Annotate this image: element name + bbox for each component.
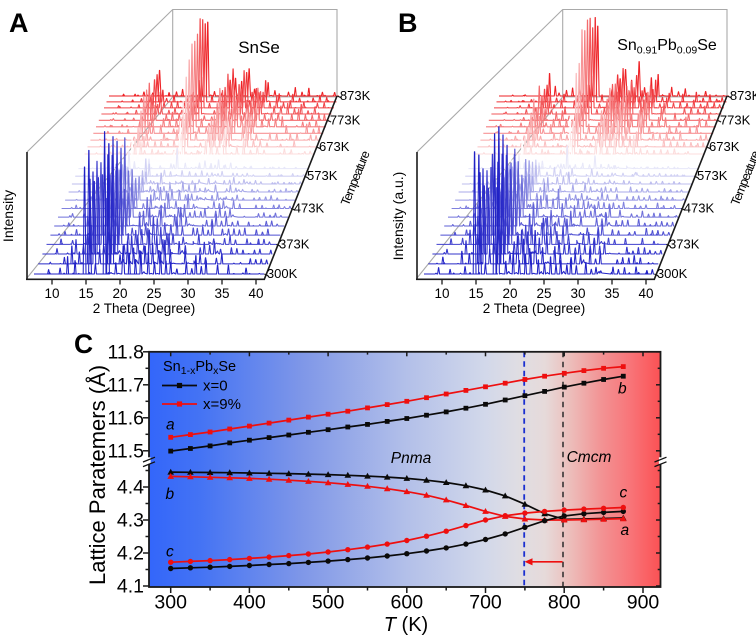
- svg-text:10: 10: [434, 286, 449, 301]
- svg-text:T (K): T (K): [384, 614, 428, 636]
- svg-text:x=9%: x=9%: [203, 396, 241, 413]
- svg-text:30: 30: [180, 286, 195, 301]
- svg-text:a: a: [621, 522, 630, 539]
- svg-text:11.7: 11.7: [107, 374, 144, 396]
- svg-text:Sn1-xPbxSe: Sn1-xPbxSe: [163, 359, 236, 377]
- svg-text:c: c: [620, 485, 628, 502]
- svg-text:30: 30: [570, 286, 585, 301]
- svg-text:700: 700: [469, 592, 502, 614]
- svg-text:Cmcm: Cmcm: [567, 449, 612, 466]
- svg-text:10: 10: [44, 286, 59, 301]
- svg-text:40: 40: [638, 286, 653, 301]
- svg-text:800: 800: [548, 592, 581, 614]
- svg-text:20: 20: [502, 286, 517, 301]
- svg-text:2 Theta (Degree): 2 Theta (Degree): [93, 301, 196, 316]
- svg-text:600: 600: [391, 592, 424, 614]
- svg-text:b: b: [618, 381, 627, 398]
- svg-text:473K: 473K: [684, 201, 715, 216]
- svg-text:Tempeature: Tempeature: [728, 149, 756, 208]
- svg-text:373K: 373K: [669, 236, 700, 251]
- svg-text:473K: 473K: [294, 201, 325, 216]
- svg-text:900: 900: [627, 592, 660, 614]
- svg-text:15: 15: [468, 286, 483, 301]
- svg-text:673K: 673K: [319, 139, 350, 154]
- svg-text:673K: 673K: [709, 139, 740, 154]
- svg-text:15: 15: [78, 286, 93, 301]
- svg-text:573K: 573K: [307, 168, 338, 183]
- svg-text:4.2: 4.2: [117, 543, 144, 565]
- svg-text:Pnma: Pnma: [391, 450, 432, 467]
- svg-text:Tempeature: Tempeature: [338, 149, 373, 208]
- svg-text:C: C: [74, 329, 93, 359]
- svg-text:25: 25: [536, 286, 551, 301]
- svg-text:B: B: [398, 8, 418, 38]
- svg-text:373K: 373K: [279, 236, 310, 251]
- svg-text:SnSe: SnSe: [238, 38, 280, 57]
- svg-text:4.3: 4.3: [117, 510, 144, 532]
- svg-text:11.6: 11.6: [107, 407, 144, 429]
- svg-text:35: 35: [214, 286, 229, 301]
- svg-text:4.4: 4.4: [117, 477, 144, 499]
- svg-text:11.8: 11.8: [107, 341, 144, 363]
- svg-text:40: 40: [248, 286, 263, 301]
- svg-text:x=0: x=0: [203, 378, 228, 395]
- svg-text:500: 500: [312, 592, 345, 614]
- svg-text:25: 25: [146, 286, 161, 301]
- svg-text:4.1: 4.1: [117, 576, 144, 598]
- svg-text:Intensity: Intensity: [0, 190, 16, 242]
- svg-text:2 Theta (Degree): 2 Theta (Degree): [483, 301, 586, 316]
- svg-text:573K: 573K: [697, 168, 728, 183]
- svg-text:Intensity (a.u.): Intensity (a.u.): [390, 172, 406, 261]
- svg-text:873K: 873K: [340, 88, 371, 103]
- svg-text:A: A: [9, 8, 29, 38]
- svg-text:773K: 773K: [720, 112, 751, 127]
- svg-text:300K: 300K: [657, 266, 688, 281]
- svg-text:873K: 873K: [730, 88, 756, 103]
- svg-text:20: 20: [112, 286, 127, 301]
- svg-text:11.5: 11.5: [107, 440, 144, 462]
- svg-text:b: b: [166, 486, 175, 503]
- svg-text:c: c: [166, 544, 174, 561]
- svg-text:400: 400: [233, 592, 266, 614]
- svg-text:300: 300: [154, 592, 187, 614]
- svg-text:Lattice Paratemers (Å): Lattice Paratemers (Å): [85, 365, 110, 585]
- svg-text:35: 35: [604, 286, 619, 301]
- svg-text:a: a: [166, 417, 175, 434]
- svg-text:300K: 300K: [267, 266, 298, 281]
- svg-text:773K: 773K: [330, 112, 361, 127]
- svg-text:Sn0.91Pb0.09Se: Sn0.91Pb0.09Se: [617, 37, 717, 57]
